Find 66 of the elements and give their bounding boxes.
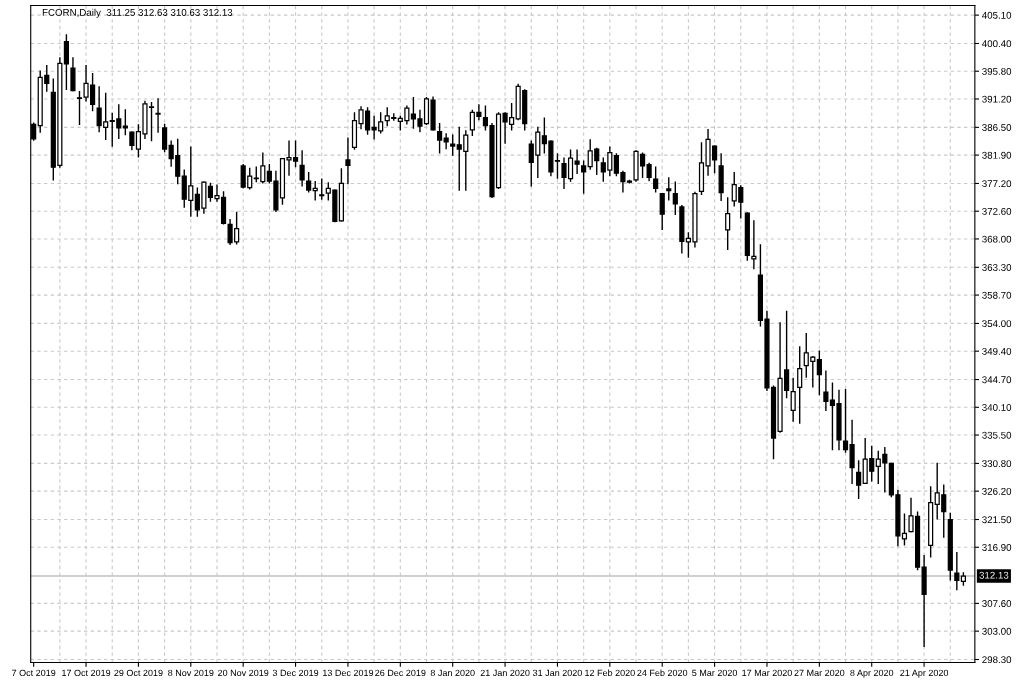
y-tick-label: 303.00	[982, 627, 1012, 635]
y-tick-label: 340.10	[982, 404, 1012, 411]
y-tick-label: 368.00	[982, 235, 1012, 243]
candlestick	[666, 177, 672, 201]
candlestick	[345, 137, 351, 185]
x-tick-label: 8 Jan 2020	[430, 669, 475, 677]
x-tick-label: 17 Oct 2019	[62, 669, 111, 677]
x-tick-label: 29 Oct 2019	[114, 669, 163, 677]
x-tick-label: 8 Nov 2019	[168, 669, 214, 677]
x-tick-label: 3 Dec 2019	[272, 669, 319, 677]
x-tick-label: 26 Dec 2019	[375, 669, 426, 677]
candlestick	[299, 150, 305, 187]
candlestick	[790, 377, 796, 422]
candlestick	[450, 134, 456, 156]
x-tick-label: 13 Dec 2019	[323, 669, 374, 677]
candlestick	[581, 160, 587, 194]
x-tick-label: 21 Jan 2020	[480, 669, 530, 677]
x-tick-label: 17 Mar 2020	[742, 669, 792, 677]
y-tick-label: 400.40	[982, 40, 1012, 48]
x-tick-label: 21 Apr 2020	[900, 669, 949, 678]
x-tick-label: 8 Apr 2020	[850, 669, 894, 678]
y-tick-label: 335.50	[982, 431, 1012, 439]
y-tick-label: 386.50	[982, 124, 1012, 131]
y-tick-label: 377.20	[982, 180, 1012, 188]
y-tick-label: 381.90	[982, 151, 1012, 159]
y-tick-label: 363.30	[982, 264, 1012, 271]
y-tick-label: 372.60	[982, 207, 1012, 215]
y-tick-label: 298.30	[982, 656, 1012, 664]
y-tick-label: 316.90	[982, 544, 1012, 551]
x-tick-label: 7 Oct 2019	[12, 669, 56, 677]
candlestick	[653, 166, 659, 193]
ref-line-label: 312.13	[979, 571, 1009, 579]
candlestick	[797, 346, 803, 424]
y-tick-label: 358.70	[982, 291, 1012, 299]
candlestick	[306, 171, 312, 193]
candlestick	[751, 220, 757, 270]
x-tick-label: 20 Nov 2019	[218, 669, 269, 677]
y-tick-label: 349.40	[982, 347, 1012, 355]
candlestick	[155, 98, 161, 133]
y-tick-label: 326.20	[982, 487, 1012, 495]
x-tick-label: 5 Mar 2020	[692, 669, 738, 677]
candlestick	[725, 197, 731, 250]
candlestick	[162, 123, 168, 153]
candlestick	[319, 178, 325, 200]
y-tick-label: 391.20	[982, 95, 1012, 103]
candlestick	[816, 350, 822, 396]
y-tick-label: 330.80	[982, 460, 1012, 468]
candlestick	[856, 460, 862, 500]
candlestick	[672, 181, 678, 215]
candlestick	[659, 193, 665, 231]
x-tick-label: 12 Feb 2020	[585, 669, 635, 677]
candlestick	[437, 123, 443, 154]
y-tick-label: 395.80	[982, 67, 1012, 75]
candlestick	[122, 109, 128, 136]
y-tick-label: 344.70	[982, 376, 1012, 384]
candlestick	[70, 57, 76, 92]
candlestick	[63, 34, 69, 91]
x-tick-label: 31 Jan 2020	[532, 669, 582, 677]
y-tick-label: 405.10	[982, 11, 1012, 19]
x-tick-label: 27 Mar 2020	[794, 669, 845, 677]
x-tick-label: 24 Feb 2020	[637, 669, 688, 677]
y-tick-label: 321.50	[982, 516, 1012, 524]
y-tick-label: 307.60	[982, 600, 1012, 607]
y-tick-label: 354.00	[982, 320, 1012, 328]
chart-title: FCORN,Daily 311.25 312.63 310.63 312.13	[42, 8, 233, 18]
candlestick	[954, 552, 960, 591]
